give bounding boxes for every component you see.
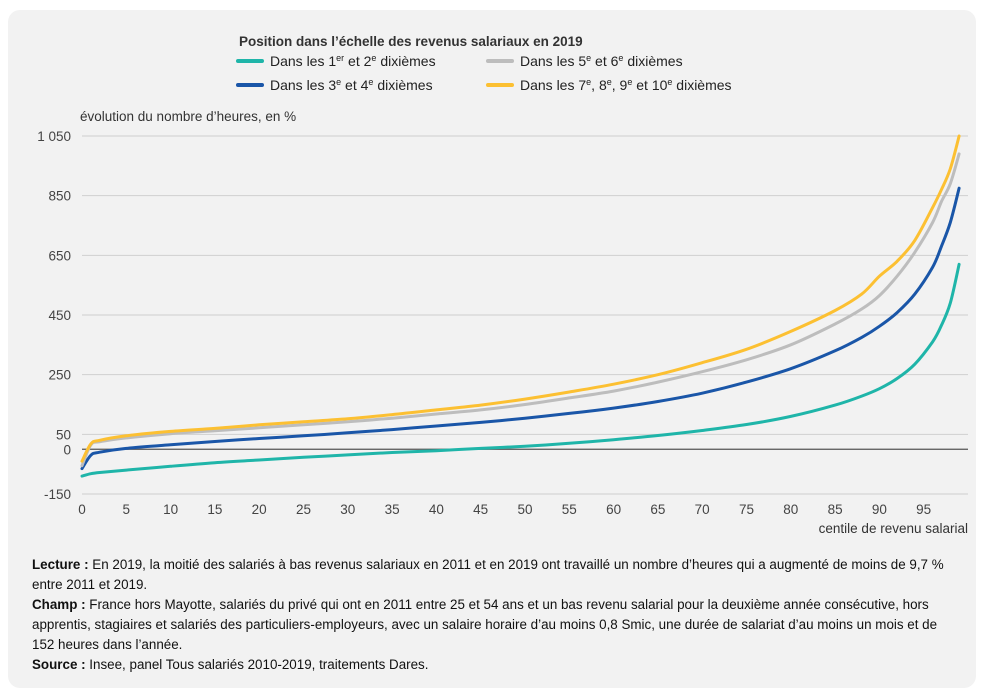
x-tick-label: 85 xyxy=(828,502,843,517)
note-lecture: Lecture : En 2019, la moitié des salarié… xyxy=(32,555,962,595)
note-source-text: Insee, panel Tous salariés 2010-2019, tr… xyxy=(85,657,429,672)
y-tick-label: 650 xyxy=(48,248,71,263)
x-tick-label: 0 xyxy=(78,502,86,517)
x-tick-label: 35 xyxy=(385,502,400,517)
x-tick-label: 25 xyxy=(296,502,311,517)
series-line-d7-d10 xyxy=(80,134,961,463)
note-champ-label: Champ : xyxy=(32,597,86,612)
y-tick-label: 0 xyxy=(63,442,71,457)
note-lecture-label: Lecture : xyxy=(32,557,89,572)
legend-item: Dans les 3e et 4e dixièmes xyxy=(236,77,433,93)
legend-item: Dans les 7e, 8e, 9e et 10e dixièmes xyxy=(486,77,732,93)
legend-item: Dans les 1er et 2e dixièmes xyxy=(236,53,436,69)
x-tick-label: 80 xyxy=(783,502,798,517)
line-chart: Position dans l’échelle des revenus sala… xyxy=(37,34,968,536)
note-champ-text: France hors Mayotte, salariés du privé q… xyxy=(32,597,938,652)
x-tick-label: 50 xyxy=(517,502,532,517)
series-lines xyxy=(80,134,961,478)
note-source-label: Source : xyxy=(32,657,86,672)
legend: Dans les 1er et 2e dixièmes Dans les 3e e… xyxy=(236,53,732,93)
chart-card xyxy=(8,10,976,688)
x-tick-label: 10 xyxy=(163,502,178,517)
legend-title: Position dans l’échelle des revenus sala… xyxy=(239,34,583,49)
series-line-d3-d4 xyxy=(80,186,961,471)
legend-label: Dans les 3e et 4e dixièmes xyxy=(270,77,433,93)
note-lecture-text: En 2019, la moitié des salariés à bas re… xyxy=(32,557,944,592)
x-tick-label: 30 xyxy=(340,502,355,517)
chart-notes: Lecture : En 2019, la moitié des salarié… xyxy=(32,555,962,675)
x-tick-label: 90 xyxy=(872,502,887,517)
legend-label: Dans les 7e, 8e, 9e et 10e dixièmes xyxy=(520,77,732,93)
x-tick-label: 40 xyxy=(429,502,444,517)
x-tick-label: 15 xyxy=(207,502,222,517)
series-line-d1-d2 xyxy=(80,262,961,478)
legend-label: Dans les 5e et 6e dixièmes xyxy=(520,53,683,69)
x-tick-label: 20 xyxy=(252,502,267,517)
x-tick-label: 75 xyxy=(739,502,754,517)
x-tick-label: 65 xyxy=(650,502,665,517)
gridlines xyxy=(82,135,968,495)
x-tick-label: 60 xyxy=(606,502,621,517)
x-tick-label: 5 xyxy=(123,502,131,517)
y-tick-label: 850 xyxy=(48,189,71,204)
x-tick-label: 45 xyxy=(473,502,488,517)
x-axis-ticks: 0 5 10 15 20 25 30 35 40 45 50 55 60 65 70 75 80 85 90 95 xyxy=(78,502,931,517)
y-tick-label: 250 xyxy=(48,368,71,383)
series-line-d5-d6 xyxy=(80,152,961,468)
legend-label: Dans les 1er et 2e dixièmes xyxy=(270,53,436,69)
note-champ: Champ : France hors Mayotte, salariés du… xyxy=(32,595,962,655)
note-source: Source : Insee, panel Tous salariés 2010… xyxy=(32,655,962,675)
x-axis-label: centile de revenu salarial xyxy=(819,521,968,536)
y-tick-label: 50 xyxy=(56,427,71,442)
y-tick-label: -150 xyxy=(44,487,71,502)
x-tick-label: 55 xyxy=(562,502,577,517)
y-axis-ticks: -150 050 250 450 650 850 1 050 xyxy=(37,129,71,502)
x-tick-label: 70 xyxy=(695,502,710,517)
y-tick-label: 1 050 xyxy=(37,129,71,144)
y-axis-label: évolution du nombre d’heures, en % xyxy=(80,109,296,124)
y-tick-label: 450 xyxy=(48,308,71,323)
x-tick-label: 95 xyxy=(916,502,931,517)
legend-item: Dans les 5e et 6e dixièmes xyxy=(486,53,683,69)
